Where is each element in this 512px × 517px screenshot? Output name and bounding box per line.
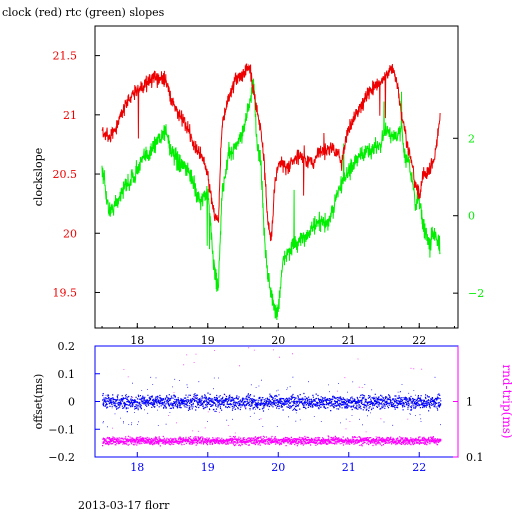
rnd-trip-outlier-points <box>112 347 423 439</box>
offset-chart: 18 19 20 21 22 −0.2 −0.1 0 0.1 0.2 0.1 1 offset(ms) r… <box>32 340 512 474</box>
y-tick-label: 19.5 <box>53 286 78 299</box>
y2-tick-label: 0 <box>468 210 475 223</box>
y2-axis-label: rnd-trip(ms) <box>500 364 512 438</box>
y2-tick-label: 1 <box>466 396 473 409</box>
rnd-trip-points <box>102 435 442 447</box>
y-axis-label: offset(ms) <box>32 374 45 430</box>
y-tick-label: 0.1 <box>58 368 76 381</box>
rtc-series-line <box>101 78 441 321</box>
chart-title: clock (red) rtc (green) slopes <box>2 6 165 19</box>
clock-series-line <box>101 63 441 242</box>
x-tick-label: 21 <box>342 334 356 347</box>
x-tick-label: 22 <box>412 334 426 347</box>
y2-tick-label: 2 <box>468 132 475 145</box>
x-tick-label: 22 <box>412 461 426 474</box>
x-tick-label: 19 <box>201 461 215 474</box>
y-tick-label: 21 <box>63 109 77 122</box>
slope-chart: 18 19 20 21 22 19.5 20 20.5 21 21.5 −2 0 2 clockslope <box>32 25 484 347</box>
y-tick-label: 21.5 <box>53 50 78 63</box>
y-axis-label: clockslope <box>32 148 45 206</box>
plot-frame <box>94 25 459 329</box>
x-tick-label: 20 <box>271 461 285 474</box>
x-tick-label: 20 <box>271 334 285 347</box>
y-tick-label: 0 <box>68 396 75 409</box>
y-tick-label: 0.2 <box>58 340 76 353</box>
footer-caption: 2013-03-17 florr <box>78 499 170 512</box>
x-tick-label: 18 <box>130 334 144 347</box>
y-tick-label: 20 <box>63 227 77 240</box>
y2-tick-label: 0.1 <box>466 451 484 464</box>
x-tick-label: 21 <box>342 461 356 474</box>
y-tick-label: −0.2 <box>48 451 75 464</box>
x-tick-label: 19 <box>201 334 215 347</box>
y-tick-label: 20.5 <box>53 168 78 181</box>
offset-points <box>102 376 442 428</box>
y-tick-label: −0.1 <box>48 423 75 436</box>
y2-tick-label: −2 <box>468 287 484 300</box>
x-tick-label: 18 <box>130 461 144 474</box>
